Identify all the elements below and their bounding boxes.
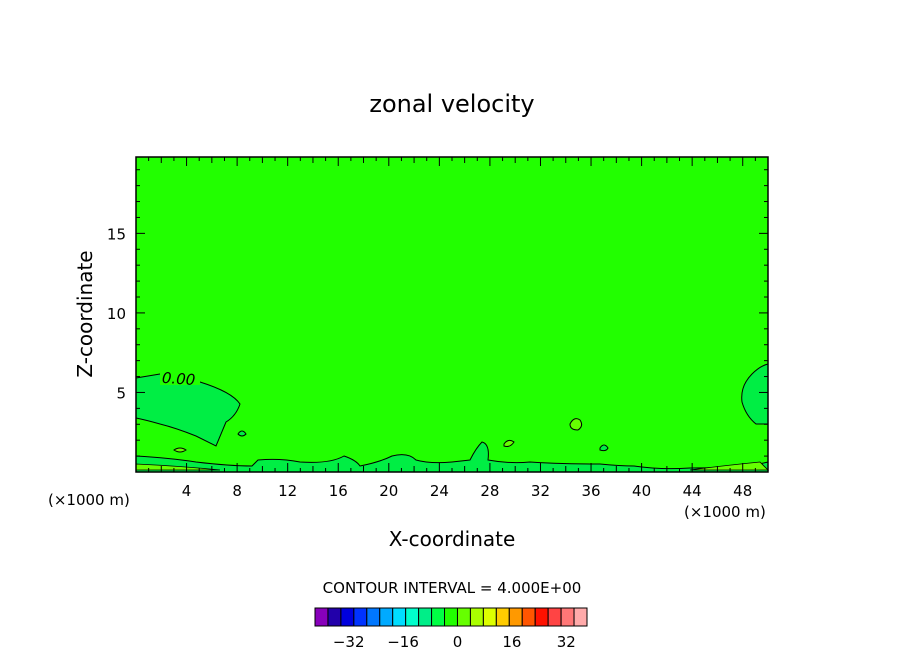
colorbar-swatch xyxy=(482,607,497,627)
small-blob-4 xyxy=(237,430,247,437)
plot-area: 0.00 xyxy=(135,156,769,473)
colorbar-swatch xyxy=(405,607,420,627)
colorbar-tick-label: −32 xyxy=(333,633,365,651)
x-tick-label: 32 xyxy=(531,482,550,500)
colorbar-swatch xyxy=(547,607,562,627)
colorbar-swatch xyxy=(444,607,458,627)
x-tick-label: 36 xyxy=(581,482,600,500)
colorbar-swatch xyxy=(418,607,433,627)
colorbar-swatch xyxy=(456,607,471,627)
colorbar-swatch xyxy=(353,607,368,627)
x-tick-label: 16 xyxy=(329,482,348,500)
velocity-field xyxy=(136,157,768,472)
axis-ticks xyxy=(136,157,768,472)
colorbar-swatch xyxy=(327,607,342,627)
colorbar-swatch xyxy=(314,607,329,627)
x-tick-label: 40 xyxy=(632,482,651,500)
colorbar-tick-label: 32 xyxy=(557,633,576,651)
colorbar-swatch xyxy=(521,607,536,627)
colorbar-swatch xyxy=(534,607,549,627)
x-tick-label: 4 xyxy=(182,482,192,500)
contour-shading xyxy=(135,363,769,473)
colorbar-swatch xyxy=(431,607,446,627)
y-tick-label: 15 xyxy=(107,225,126,243)
x-tick-label: 44 xyxy=(683,482,702,500)
x-unit-label-left: (×1000 m) xyxy=(48,491,130,509)
contour-label: 0.00 xyxy=(161,369,196,389)
colorbar-swatch xyxy=(392,607,407,627)
colorbar-swatch xyxy=(379,607,394,627)
colorbar-tick-label: 16 xyxy=(502,633,521,651)
negative-region-bottom xyxy=(135,441,769,473)
colorbar-tick-label: 0 xyxy=(453,633,463,651)
colorbar xyxy=(314,607,588,627)
contour-interval-text: CONTOUR INTERVAL = 4.000E+00 xyxy=(323,579,582,597)
x-unit-label-right: (×1000 m) xyxy=(684,503,766,521)
chart-title: zonal velocity xyxy=(369,90,534,118)
x-tick-label: 20 xyxy=(379,482,398,500)
small-blob-1 xyxy=(569,418,583,431)
x-tick-label: 12 xyxy=(278,482,297,500)
x-tick-label: 24 xyxy=(430,482,449,500)
y-tick-label: 10 xyxy=(107,305,126,323)
colorbar-swatch xyxy=(560,607,575,627)
colorbar-swatch xyxy=(340,607,355,627)
x-tick-label: 8 xyxy=(232,482,242,500)
colorbar-swatch xyxy=(573,607,588,627)
colorbar-swatch xyxy=(495,607,510,627)
small-blob-2 xyxy=(599,444,609,452)
colorbar-swatch xyxy=(469,607,484,627)
x-tick-label: 48 xyxy=(733,482,752,500)
x-axis-label: X-coordinate xyxy=(389,527,516,551)
colorbar-tick-label: −16 xyxy=(387,633,419,651)
colorbar-swatch xyxy=(366,607,381,627)
x-tick-label: 28 xyxy=(480,482,499,500)
negative-region-right xyxy=(741,363,769,425)
colorbar-swatch xyxy=(508,607,523,627)
small-blob-5 xyxy=(173,447,187,453)
y-tick-label: 5 xyxy=(116,384,126,402)
small-blob-3 xyxy=(503,439,515,447)
y-axis-label: Z-coordinate xyxy=(73,250,97,377)
